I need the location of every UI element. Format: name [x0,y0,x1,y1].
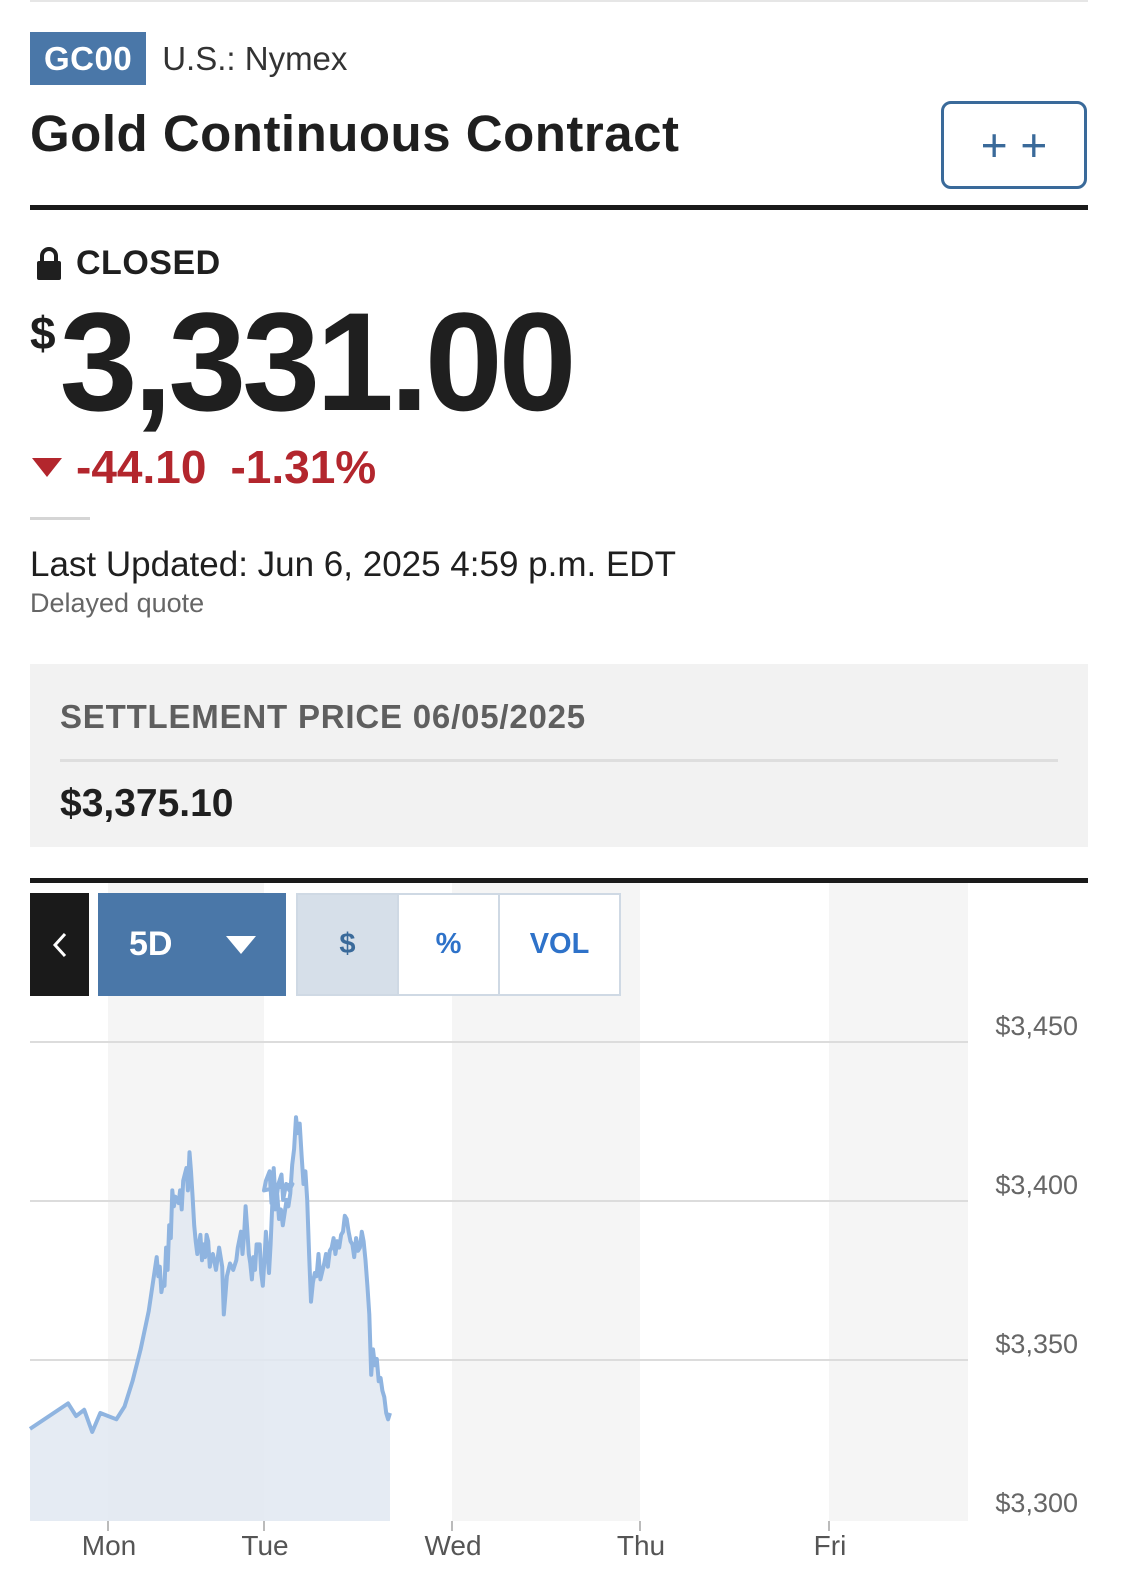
x-tick-label: Tue [241,1530,288,1561]
caret-down-icon [226,935,256,954]
settlement-label: SETTLEMENT PRICE 06/05/2025 [60,698,586,735]
settlement-value: $3,375.10 [60,782,234,825]
x-tick-label: Wed [424,1530,481,1561]
chevron-left-icon [52,932,66,957]
chart-back-button[interactable] [30,893,89,996]
range-label: 5D [129,925,173,963]
settlement-panel: SETTLEMENT PRICE 06/05/2025 $3,375.10 [30,664,1088,847]
range-dropdown[interactable]: 5D [98,893,286,996]
currency-symbol: $ [30,307,56,359]
price-line [28,1115,392,1434]
y-tick-label: $3,400 [995,1170,1078,1200]
delay-note: Delayed quote [30,588,205,618]
ticker-badge[interactable]: GC00 [30,32,147,85]
y-tick-label: $3,300 [995,1488,1078,1518]
market-status: CLOSED [36,244,221,283]
lock-icon [37,246,61,280]
last-updated: Last Updated: Jun 6, 2025 4:59 p.m. EDT [30,545,676,584]
price-change: -44.10 -1.31% [32,440,376,494]
x-tick-label: Mon [82,1530,136,1561]
y-tick-label: $3,450 [995,1011,1078,1041]
exchange-label: U.S.: Nymex [162,39,348,77]
x-tick-label: Thu [617,1530,665,1561]
ticker-row: GC00 U.S.: Nymex [30,32,347,85]
instrument-title: Gold Continuous Contract [30,105,680,162]
chart-divider [30,878,1088,883]
y-tick-label: $3,350 [995,1329,1078,1359]
price-mode-button[interactable]: $ [296,893,399,996]
percent-mode-button[interactable]: % [397,893,500,996]
last-price: 3,331.00 [59,283,577,440]
settlement-divider [60,759,1058,762]
add-to-watchlist-button[interactable]: + + [941,101,1087,189]
header-divider [30,205,1088,210]
quote-divider [30,517,90,520]
price-display: $ 3,331.00 [30,283,577,440]
down-triangle-icon [32,458,62,477]
status-label: CLOSED [76,244,221,282]
volume-mode-button[interactable]: VOL [498,893,621,996]
x-tick-label: Fri [814,1530,847,1561]
top-divider [30,0,1088,2]
change-value: -44.10 [76,441,207,493]
price-area [30,1117,390,1521]
change-percent: -1.31% [230,441,377,493]
